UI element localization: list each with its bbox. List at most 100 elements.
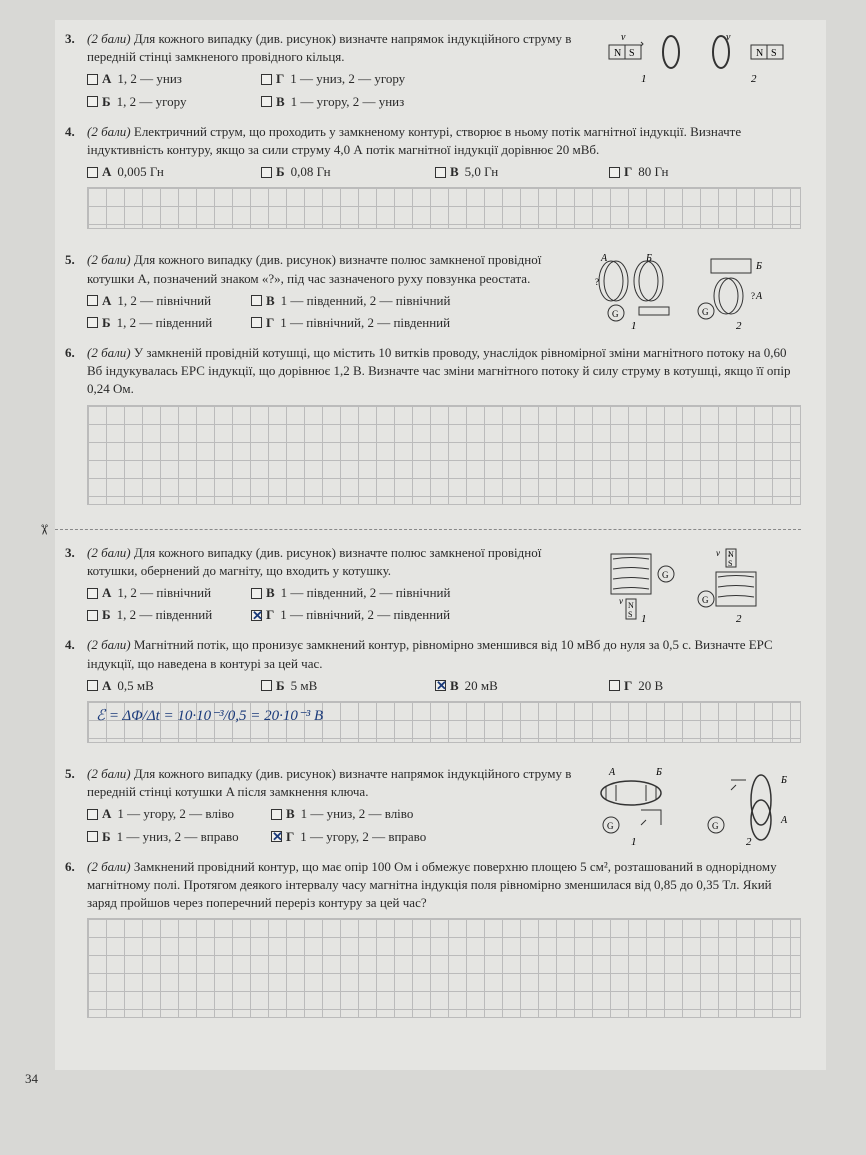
options-row: А0,005 Гн Б0,08 Гн В5,0 Гн Г80 Гн	[87, 163, 801, 181]
points-label: (2 бали)	[87, 545, 131, 560]
page-number: 34	[25, 1070, 38, 1088]
question-prompt: Електричний струм, що проходить у замкне…	[87, 124, 741, 157]
question-prompt: Магнітний потік, що пронизує замкнений к…	[87, 637, 773, 670]
points-label: (2 бали)	[87, 31, 131, 46]
svg-text:G: G	[612, 309, 619, 319]
option-g[interactable]: Г1 — північний, 2 — південний	[251, 314, 471, 332]
option-v[interactable]: В1 — південний, 2 — північний	[251, 292, 471, 310]
option-a[interactable]: А1, 2 — униз	[87, 70, 237, 88]
option-g[interactable]: Г1 — униз, 2 — угору	[261, 70, 411, 88]
svg-text:А: А	[608, 767, 616, 778]
checkbox-icon	[87, 610, 98, 621]
checkbox-icon	[271, 831, 282, 842]
checkbox-icon	[87, 831, 98, 842]
svg-text:G: G	[702, 307, 709, 317]
figure-magnets-rings: v⃗ NS 1 v⃗ NS 2	[601, 30, 801, 90]
question-number: 3.	[65, 30, 87, 48]
option-g[interactable]: Г20 В	[609, 677, 759, 695]
figure-magnet-coils: G NS v⃗ 1 v⃗↓ NS G 2	[601, 544, 801, 604]
question-5-bottom: 5. А Б G 1 Б А G 2	[65, 765, 801, 846]
option-a[interactable]: А1 — угору, 2 — вліво	[87, 805, 247, 823]
checkbox-icon	[87, 809, 98, 820]
svg-text:1: 1	[641, 613, 647, 624]
checkbox-icon	[435, 680, 446, 691]
option-b[interactable]: Б1, 2 — угору	[87, 93, 237, 111]
option-v[interactable]: В1 — униз, 2 — вліво	[271, 805, 451, 823]
question-prompt: Для кожного випадку (див. рисунок) визна…	[87, 766, 571, 799]
svg-text:G: G	[702, 595, 709, 605]
question-text: (2 бали) Магнітний потік, що пронизує за…	[87, 636, 801, 672]
question-text: (2 бали) Замкнений провідний контур, що …	[87, 858, 801, 913]
question-number: 5.	[65, 251, 87, 269]
points-label: (2 бали)	[87, 766, 131, 781]
svg-text:А: А	[780, 815, 788, 826]
svg-text:1: 1	[631, 836, 637, 848]
checkbox-icon	[271, 809, 282, 820]
question-text: (2 бали) У замкненій провідній котушці, …	[87, 344, 801, 399]
question-5-top: 5. А Б ? G 1 Б ?	[65, 251, 801, 332]
work-grid	[87, 405, 801, 505]
question-6-top: 6. (2 бали) У замкненій провідній котушц…	[65, 344, 801, 515]
svg-text:G: G	[712, 821, 719, 831]
svg-text:N: N	[614, 48, 621, 59]
question-body: А Б ? G 1 Б ? А G 2	[87, 251, 801, 332]
option-v[interactable]: В5,0 Гн	[435, 163, 585, 181]
question-4-bottom: 4. (2 бали) Магнітний потік, що пронизує…	[65, 636, 801, 753]
question-number: 4.	[65, 636, 87, 654]
points-label: (2 бали)	[87, 124, 131, 139]
question-prompt: Для кожного випадку (див. рисунок) визна…	[87, 252, 541, 285]
question-text: (2 бали) Електричний струм, що проходить…	[87, 123, 801, 159]
question-number: 4.	[65, 123, 87, 141]
svg-text:G: G	[662, 570, 669, 580]
svg-text:Б: Б	[655, 767, 662, 778]
option-g[interactable]: Г80 Гн	[609, 163, 759, 181]
work-grid: ℰ = ΔΦ/Δt = 10·10⁻³/0,5 = 20·10⁻³ В	[87, 701, 801, 743]
question-6-bottom: 6. (2 бали) Замкнений провідний контур, …	[65, 858, 801, 1029]
option-b[interactable]: Б1 — униз, 2 — вправо	[87, 828, 247, 846]
svg-text:N: N	[756, 48, 763, 59]
svg-text:S: S	[771, 48, 777, 59]
checkbox-icon	[87, 167, 98, 178]
option-a[interactable]: А0,005 Гн	[87, 163, 237, 181]
option-a[interactable]: А1, 2 — північний	[87, 584, 227, 602]
option-v[interactable]: В1 — південний, 2 — північний	[251, 584, 471, 602]
option-g[interactable]: Г1 — північний, 2 — південний	[251, 606, 471, 624]
option-b[interactable]: Б1, 2 — південний	[87, 314, 227, 332]
question-4-top: 4. (2 бали) Електричний струм, що проход…	[65, 123, 801, 240]
figure-coils-switch: А Б G 1 Б А G 2	[591, 765, 801, 845]
svg-text:?: ?	[751, 291, 755, 301]
svg-text:Б: Б	[780, 775, 787, 786]
question-body: v⃗ NS 1 v⃗ NS 2 (2 бали) Для кожно	[87, 30, 801, 111]
svg-text:2: 2	[751, 73, 757, 85]
question-body: А Б G 1 Б А G 2 (2 бали)	[87, 765, 801, 846]
svg-text:N: N	[728, 550, 734, 559]
question-body: (2 бали) У замкненій провідній котушці, …	[87, 344, 801, 515]
option-g[interactable]: Г1 — угору, 2 — вправо	[271, 828, 451, 846]
question-number: 6.	[65, 858, 87, 876]
option-a[interactable]: А0,5 мВ	[87, 677, 237, 695]
options-row: А1 — угору, 2 — вліво В1 — униз, 2 — влі…	[87, 805, 581, 845]
checkbox-icon	[87, 317, 98, 328]
svg-text:S: S	[629, 48, 635, 59]
checkbox-icon	[87, 680, 98, 691]
option-b[interactable]: Б1, 2 — південний	[87, 606, 227, 624]
points-label: (2 бали)	[87, 859, 131, 874]
question-number: 6.	[65, 344, 87, 362]
handwritten-solution: ℰ = ΔΦ/Δt = 10·10⁻³/0,5 = 20·10⁻³ В	[96, 708, 323, 724]
cut-line	[55, 529, 801, 530]
svg-text:А: А	[755, 291, 763, 302]
option-a[interactable]: А1, 2 — північний	[87, 292, 227, 310]
option-b[interactable]: Б0,08 Гн	[261, 163, 411, 181]
options-row: А0,5 мВ Б5 мВ В20 мВ Г20 В	[87, 677, 801, 695]
points-label: (2 бали)	[87, 345, 131, 360]
option-v[interactable]: В20 мВ	[435, 677, 585, 695]
checkbox-icon	[87, 588, 98, 599]
svg-text:v⃗: v⃗	[621, 32, 633, 43]
question-body: G NS v⃗ 1 v⃗↓ NS G 2 (2 бали) Для кожног…	[87, 544, 801, 625]
points-label: (2 бали)	[87, 252, 131, 267]
option-v[interactable]: В1 — угору, 2 — униз	[261, 93, 411, 111]
question-prompt: Для кожного випадку (див. рисунок) визна…	[87, 545, 541, 578]
option-b[interactable]: Б5 мВ	[261, 677, 411, 695]
points-label: (2 бали)	[87, 637, 131, 652]
checkbox-icon	[251, 610, 262, 621]
